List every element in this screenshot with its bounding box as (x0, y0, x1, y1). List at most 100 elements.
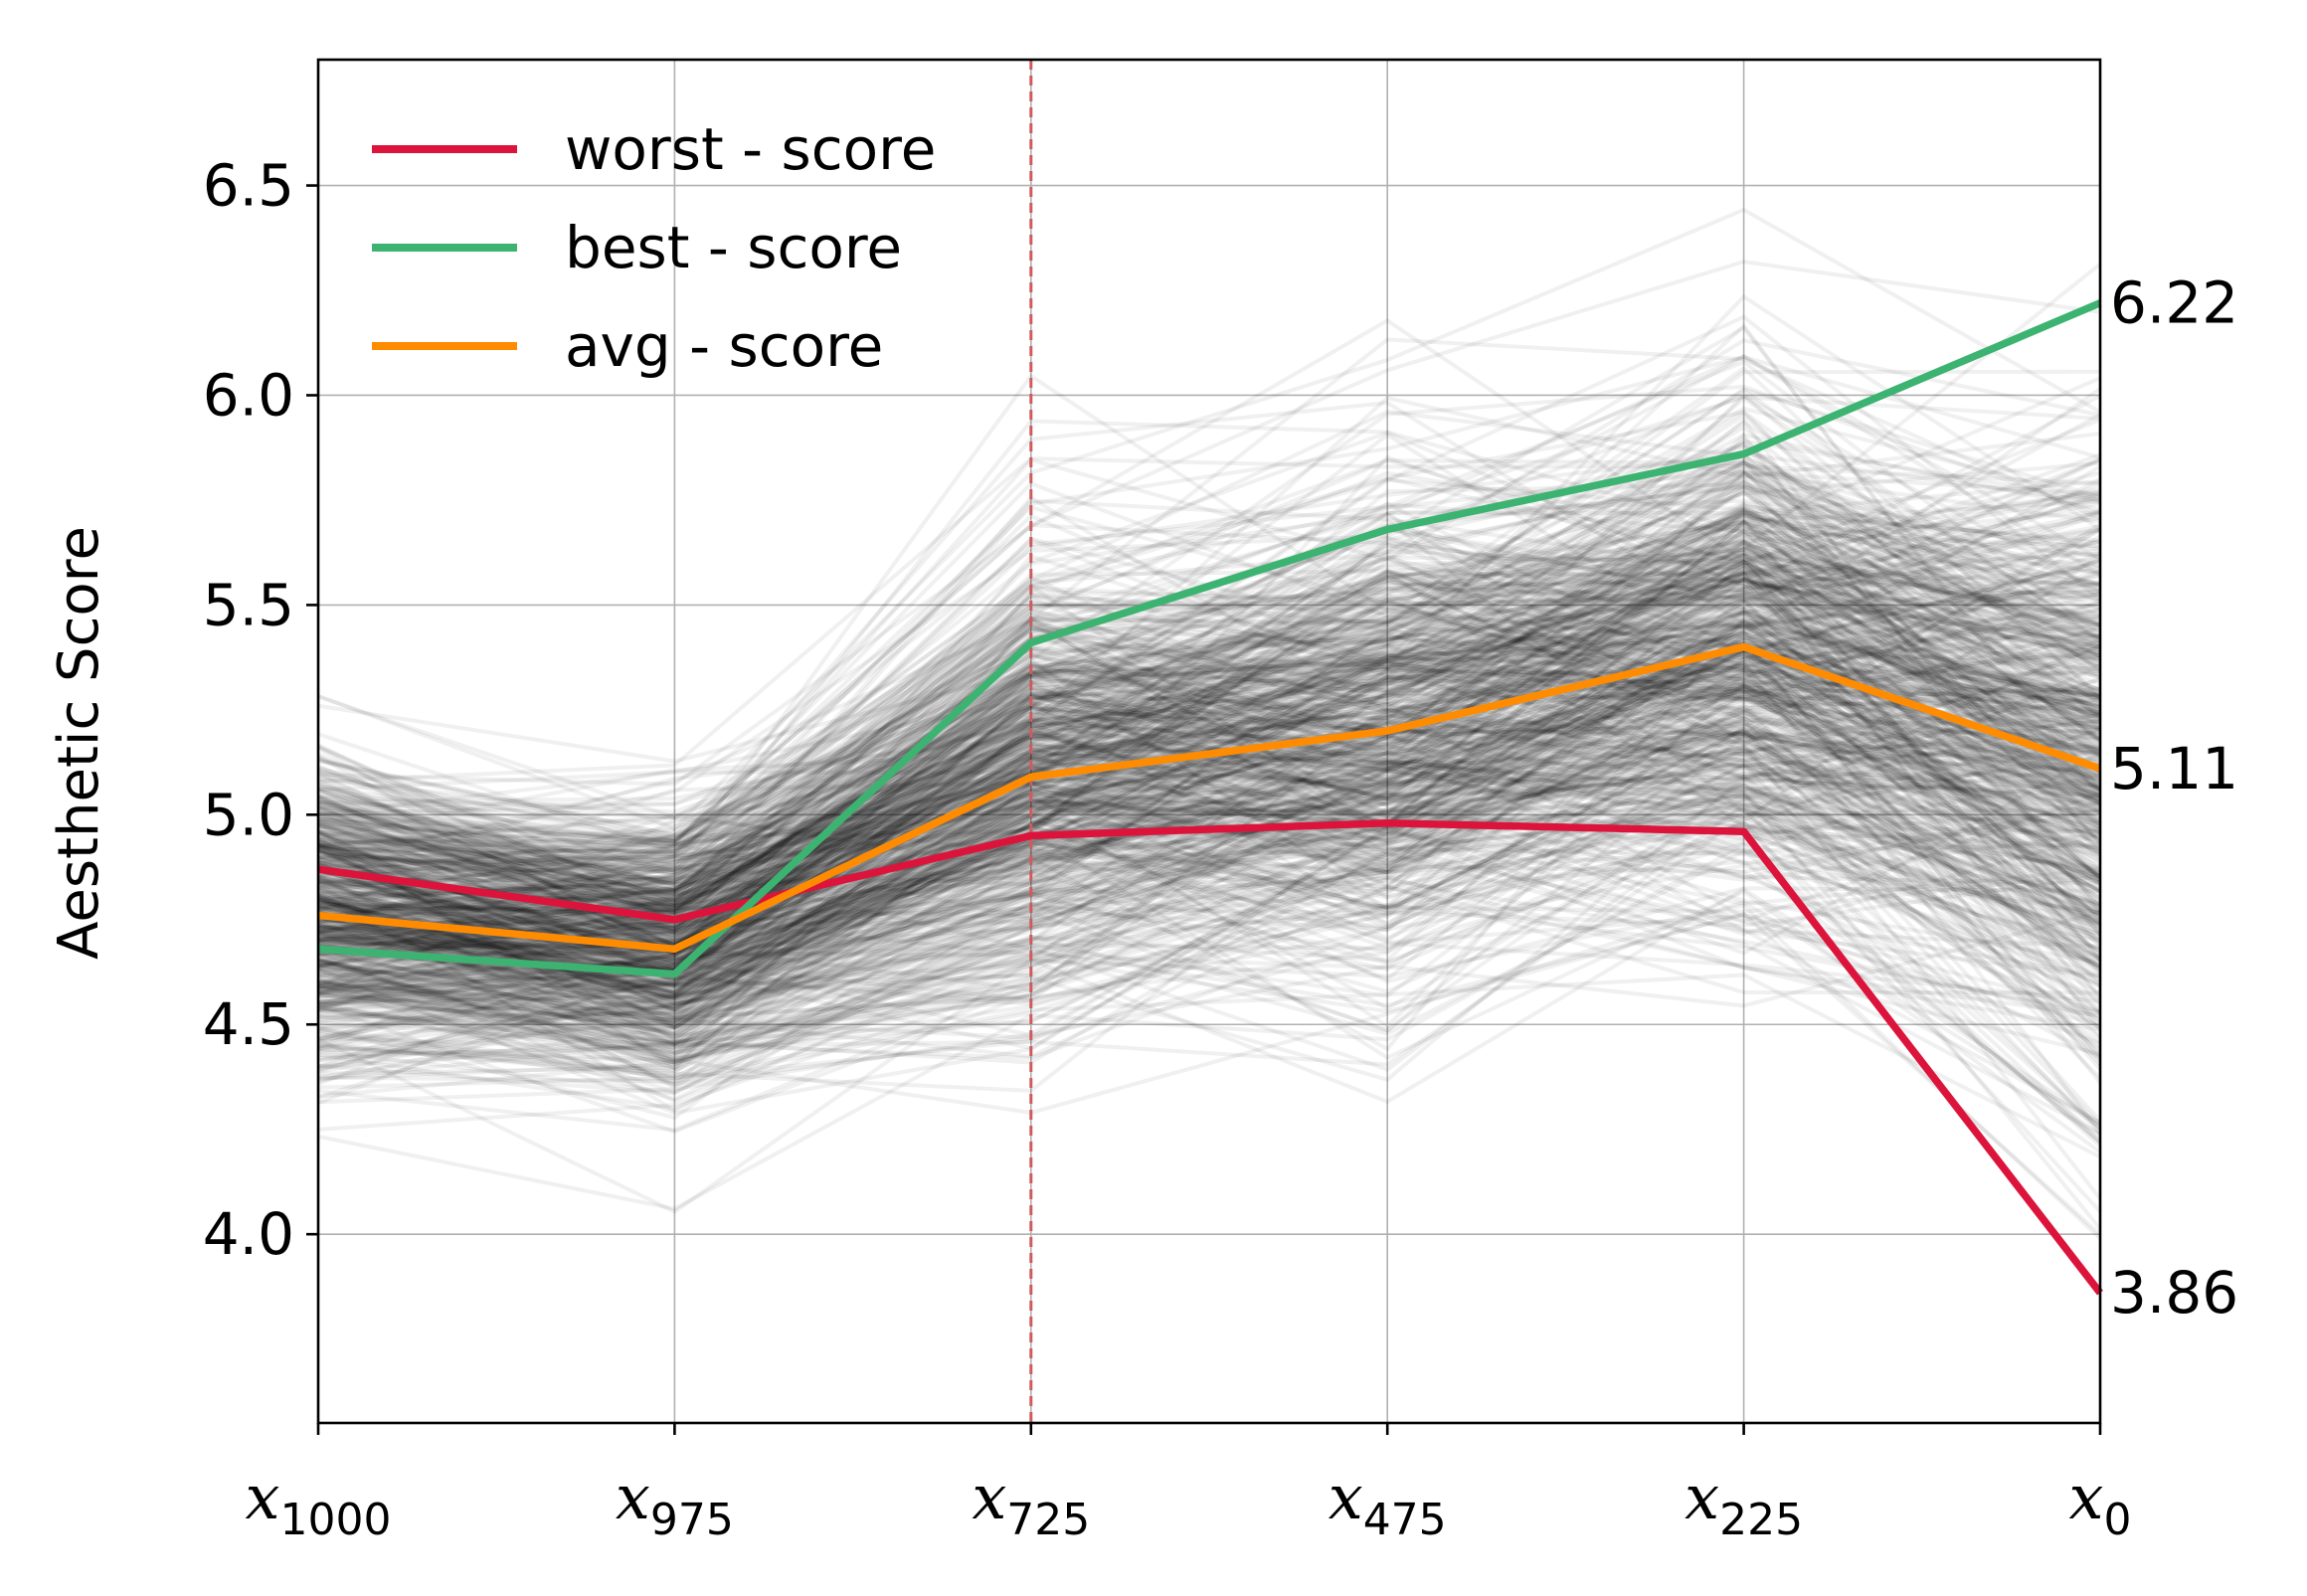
trajectory-line (317, 572, 2102, 955)
trajectory-line (317, 458, 2102, 896)
trajectory-line (317, 755, 2101, 973)
trajectory-line (317, 468, 2102, 873)
trajectory-line (317, 483, 2101, 897)
y-tick-label: 4.5 (203, 990, 294, 1058)
trajectory-line (317, 641, 2101, 944)
trajectory-line (317, 394, 2101, 793)
trajectory-line (317, 546, 2101, 920)
trajectory-line (317, 802, 2101, 1111)
trajectory-line (317, 318, 2101, 787)
trajectory-line (317, 617, 2101, 1056)
trajectory-line (317, 460, 2101, 961)
trajectory-line (317, 476, 2102, 1030)
trajectory-line (317, 685, 2101, 1001)
trajectory-line (317, 686, 2102, 947)
trajectory-line (317, 844, 2101, 1005)
trajectory-line (317, 452, 2101, 925)
trajectory-line (317, 597, 2101, 931)
trajectory-line (317, 577, 2101, 935)
trajectory-line (317, 790, 2101, 1088)
trajectory-line (317, 726, 2102, 1055)
trajectory-line (317, 735, 2101, 1000)
x-tick-label-sub: 725 (1006, 1495, 1090, 1545)
trajectory-line (317, 754, 2101, 1031)
y-tick-label: 5.0 (203, 781, 294, 848)
trajectory-line (317, 623, 2101, 944)
trajectory-line (316, 593, 2101, 1071)
trajectory-line (316, 619, 2101, 1114)
end-value-labels: 6.22 5.11 3.86 (2110, 269, 2238, 1328)
trajectory-line (317, 531, 2102, 873)
y-tick-label: 5.5 (203, 571, 294, 638)
trajectory-line (317, 485, 2102, 916)
trajectory-line (317, 576, 2102, 922)
x-tick-label: x225 (1685, 1461, 1803, 1545)
trajectory-line (317, 648, 2102, 1034)
trajectory-line (317, 564, 2102, 906)
trajectory-line (317, 852, 2101, 1136)
trajectory-line (317, 811, 2101, 1084)
x-tick-label-base: x (1685, 1461, 1719, 1533)
trajectory-line (317, 902, 2101, 1061)
trajectory-line (317, 548, 2101, 977)
trajectory-line (317, 542, 2102, 908)
trajectory-line (317, 260, 2101, 843)
trajectory-line (317, 512, 2101, 920)
trajectory-line (317, 900, 2102, 1129)
trajectory-line (317, 621, 2101, 917)
trajectory-line (317, 537, 2102, 911)
trajectory-line (317, 625, 2101, 883)
trajectory-line (317, 647, 2101, 936)
trajectory-line (317, 576, 2102, 939)
trajectory-line (317, 539, 2102, 892)
trajectory-line (317, 599, 2102, 966)
trajectory-line (317, 803, 2102, 1065)
trajectory-line (317, 511, 2102, 933)
trajectory-line (317, 534, 2102, 957)
trajectory-line (317, 729, 2101, 993)
trajectory-line (317, 713, 2101, 1012)
series-line-best (317, 299, 2102, 978)
trajectory-line (317, 651, 2101, 890)
trajectory-line (317, 718, 2101, 978)
trajectory-line (317, 658, 2101, 969)
trajectory-line (317, 733, 2101, 972)
trajectory-line (317, 609, 2101, 948)
trajectory-line (317, 511, 2101, 906)
trajectory-line (317, 400, 2101, 847)
trajectory-line (317, 597, 2101, 1008)
trajectory-line (317, 734, 2101, 994)
background-trajectories (316, 207, 2102, 1240)
trajectory-line (317, 511, 2101, 909)
trajectory-line (317, 469, 2101, 955)
trajectory-line (317, 768, 2101, 962)
trajectory-line (317, 673, 2101, 1008)
trajectory-line (317, 558, 2101, 947)
trajectory-line (317, 642, 2101, 935)
trajectory-line (317, 704, 2101, 921)
trajectory-line (317, 458, 2102, 909)
trajectory-line (317, 683, 2101, 1036)
trajectory-line (317, 657, 2101, 1042)
trajectory-line (317, 743, 2101, 1026)
trajectory-line (317, 776, 2101, 1039)
trajectory-line (317, 560, 2101, 913)
trajectory-line (317, 643, 2101, 964)
trajectory-line (317, 517, 2101, 954)
trajectory-line (317, 596, 2101, 848)
trajectory-line (317, 589, 2101, 928)
trajectory-line (317, 540, 2101, 1012)
trajectory-line (317, 508, 2101, 953)
trajectory-line (317, 751, 2101, 988)
trajectory-line (317, 633, 2102, 996)
trajectory-line (317, 913, 2101, 1073)
trajectory-line (317, 574, 2101, 1019)
trajectory-line (317, 721, 2102, 973)
trajectory-line (317, 551, 2101, 904)
trajectory-line (317, 611, 2101, 877)
trajectory-line (317, 724, 2101, 1065)
trajectory-line (317, 748, 2101, 913)
trajectory-line (317, 632, 2101, 847)
trajectory-line (317, 643, 2101, 972)
trajectory-line (317, 797, 2101, 1040)
